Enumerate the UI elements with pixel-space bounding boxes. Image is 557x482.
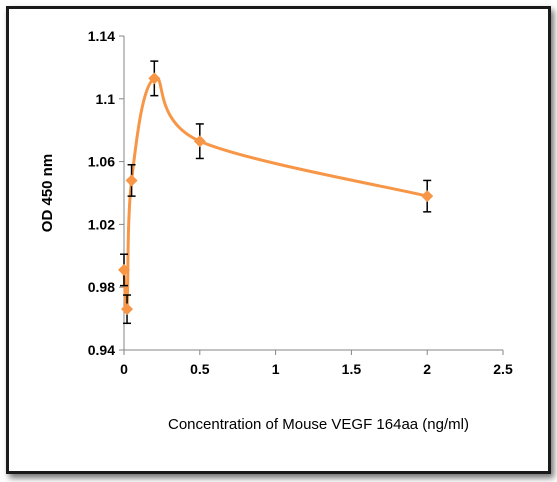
data-point bbox=[125, 174, 138, 187]
x-axis-title: Concentration of Mouse VEGF 164aa (ng/ml… bbox=[168, 416, 469, 433]
data-point bbox=[121, 303, 134, 316]
y-tick-label: 1.1 bbox=[96, 91, 116, 107]
series-line bbox=[122, 76, 428, 314]
error-bars bbox=[120, 60, 432, 325]
data-points bbox=[118, 72, 434, 316]
data-point bbox=[193, 135, 206, 148]
y-ticks: 0.94 0.98 1.02 1.06 1.1 1.14 bbox=[88, 28, 124, 358]
y-tick-label: 0.94 bbox=[88, 342, 115, 358]
x-tick-label: 1.5 bbox=[342, 361, 362, 377]
x-tick-label: 0.5 bbox=[190, 361, 210, 377]
y-tick-label: 1.14 bbox=[88, 28, 115, 44]
y-tick-label: 0.98 bbox=[88, 279, 115, 295]
x-ticks: 0 0.5 1 1.5 2 2.5 bbox=[120, 350, 513, 377]
y-tick-label: 1.02 bbox=[88, 216, 115, 232]
x-tick-label: 1 bbox=[272, 361, 280, 377]
data-point bbox=[421, 190, 434, 203]
y-axis-title: OD 450 nm bbox=[39, 154, 56, 232]
axes bbox=[123, 36, 503, 351]
data-point bbox=[148, 72, 161, 85]
data-point bbox=[118, 263, 130, 276]
x-tick-label: 2 bbox=[423, 361, 431, 377]
x-tick-label: 2.5 bbox=[493, 361, 513, 377]
x-tick-label: 0 bbox=[120, 361, 128, 377]
chart-frame bbox=[6, 6, 551, 474]
y-tick-label: 1.06 bbox=[88, 154, 115, 170]
